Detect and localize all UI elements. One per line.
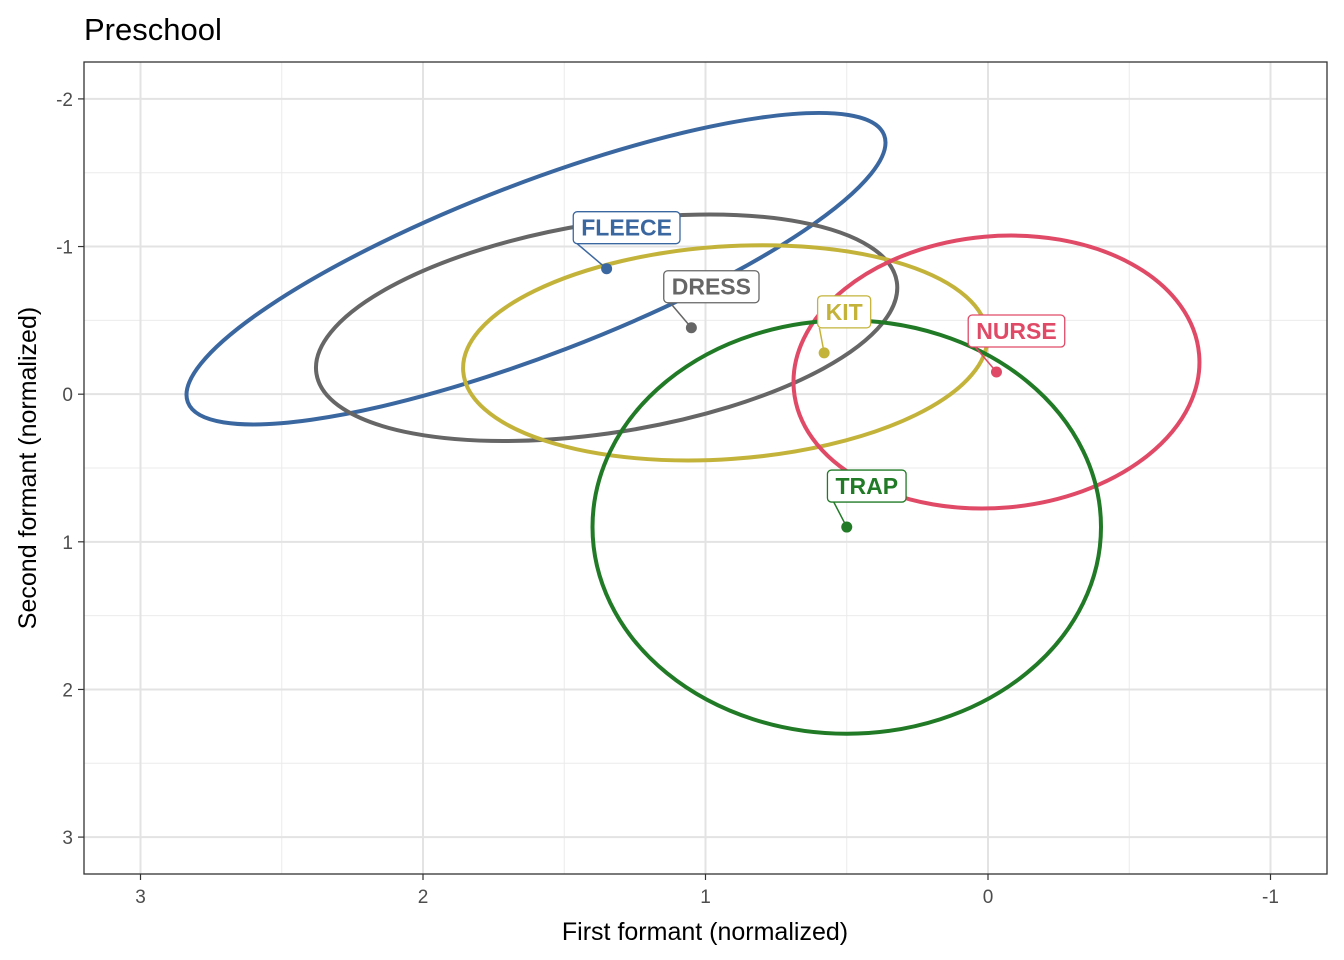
vowel-labels: FLEECE DRESS KIT NURSE TRAP xyxy=(572,211,1066,528)
x-tick-label: 3 xyxy=(135,887,146,908)
trap-label-box xyxy=(826,469,907,503)
x-axis-ticks: 3 2 1 0 -1 xyxy=(135,874,1279,908)
chart-title: Preschool xyxy=(84,12,222,47)
major-gridlines xyxy=(84,62,1327,874)
y-axis-ticks: -2 -1 0 1 2 3 xyxy=(56,90,84,849)
kit-label-leader xyxy=(818,327,825,353)
fleece-label: FLEECE xyxy=(581,215,672,241)
dress-label: DRESS xyxy=(672,274,751,300)
y-tick-label: -2 xyxy=(56,90,73,111)
y-tick-label: -1 xyxy=(56,238,73,259)
fleece-ellipse xyxy=(184,110,888,427)
kit-label-box xyxy=(816,295,872,329)
dress-label-leader xyxy=(669,302,692,329)
x-tick-label: 2 xyxy=(418,887,429,908)
x-tick-label: 0 xyxy=(983,887,994,908)
trap-label: TRAP xyxy=(835,473,898,499)
x-tick-label: 1 xyxy=(700,887,711,908)
nurse-label-box xyxy=(967,314,1066,348)
x-axis-title: First formant (normalized) xyxy=(562,918,848,946)
y-axis-title: Second formant (normalized) xyxy=(14,307,42,629)
dress-label-box xyxy=(663,270,760,304)
trap-label-leader xyxy=(833,501,848,528)
nurse-label: NURSE xyxy=(976,318,1057,344)
fleece-label-leader xyxy=(576,243,608,270)
y-tick-label: 2 xyxy=(62,680,73,701)
fleece-label-box xyxy=(572,211,681,245)
y-tick-label: 3 xyxy=(62,828,73,849)
x-tick-label: -1 xyxy=(1262,887,1279,908)
y-tick-label: 1 xyxy=(62,533,73,554)
y-tick-label: 0 xyxy=(62,385,73,406)
kit-label: KIT xyxy=(826,299,863,325)
nurse-ellipse xyxy=(791,233,1202,511)
nurse-label-leader xyxy=(974,346,998,373)
